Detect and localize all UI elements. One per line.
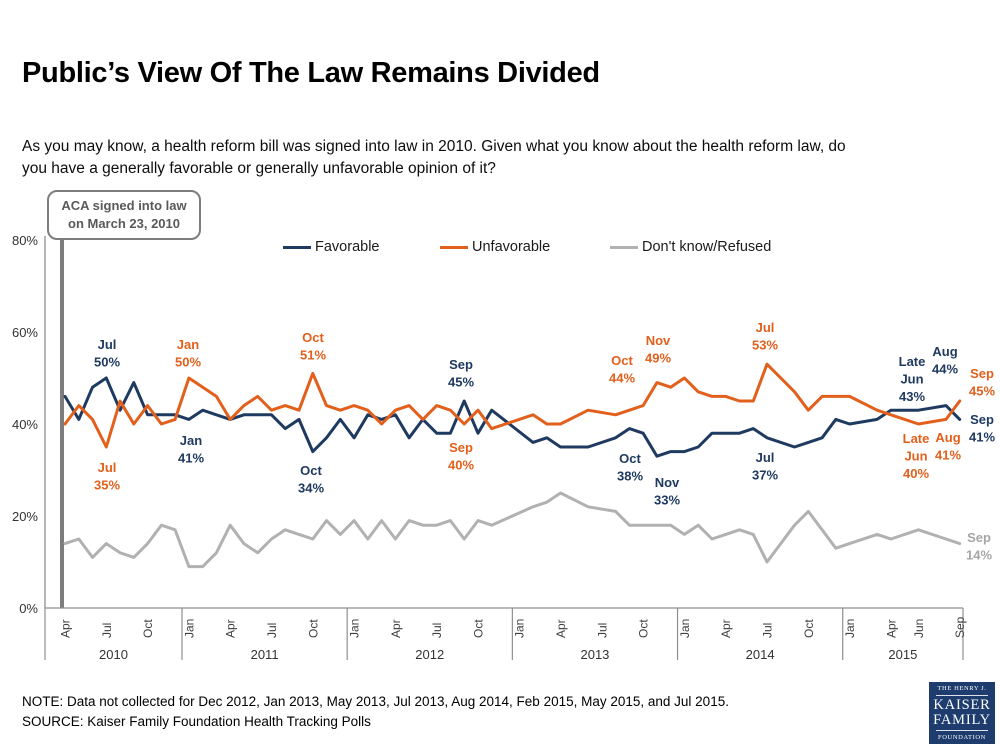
month-tick-label: Jun — [912, 619, 926, 638]
y-tick-label: 0% — [19, 601, 38, 616]
data-callout-label: Jan 50% — [175, 337, 201, 370]
data-callout-label: Sep 45% — [448, 357, 474, 390]
data-callout-label: Sep 45% — [969, 366, 995, 399]
y-tick-label: 40% — [12, 417, 38, 432]
kaiser-family-foundation-logo: THE HENRY J. KAISER FAMILY FOUNDATION — [929, 682, 995, 744]
year-label: 2012 — [415, 647, 444, 662]
logo-line-kaiser: KAISER — [933, 696, 991, 713]
favorable-line-swatch — [283, 245, 311, 249]
data-callout-label: Jan 41% — [178, 433, 204, 466]
year-label: 2013 — [580, 647, 609, 662]
month-tick-label: Sep — [953, 616, 967, 638]
data-callout-label: Sep 40% — [448, 440, 474, 473]
y-tick-label: 20% — [12, 509, 38, 524]
aca-annotation-line2: on March 23, 2010 — [68, 216, 180, 232]
year-label: 2015 — [888, 647, 917, 662]
survey-question-line1: As you may know, a health reform bill wa… — [22, 137, 846, 155]
data-callout-label: Oct 51% — [300, 330, 326, 363]
month-tick-label: Jul — [430, 623, 444, 638]
year-label: 2011 — [251, 647, 279, 662]
month-tick-label: Oct — [637, 619, 651, 638]
aca-event-marker-line — [60, 234, 64, 608]
data-callout-label: Oct 44% — [609, 353, 635, 386]
logo-divider-top — [936, 694, 988, 696]
legend-item-dontknow: Don't know/Refused — [610, 239, 771, 255]
legend-label-favorable: Favorable — [315, 239, 380, 255]
chart-legend: Favorable Unfavorable Don't know/Refused — [0, 239, 1000, 259]
survey-question: As you may know, a health reform bill wa… — [22, 136, 982, 181]
year-label: 2014 — [746, 647, 775, 662]
month-tick-label: Jan — [348, 619, 362, 638]
data-callout-label: Aug 41% — [935, 430, 961, 463]
data-callout-label: Sep 41% — [969, 412, 995, 445]
data-callout-label: Jul 37% — [752, 450, 778, 483]
legend-label-dontknow: Don't know/Refused — [642, 239, 772, 255]
y-tick-label: 80% — [12, 233, 38, 248]
data-callout-label: Jul 50% — [94, 337, 120, 370]
unfavorable-line — [63, 362, 962, 449]
logo-line-henry: THE HENRY J. — [937, 684, 987, 692]
month-tick-label: Apr — [59, 619, 73, 638]
data-callout-label: Late Jun 43% — [899, 354, 926, 404]
month-tick-label: Apr — [224, 619, 238, 638]
month-tick-label: Jan — [182, 619, 196, 638]
year-label: 2010 — [99, 647, 128, 662]
legend-item-unfavorable: Unfavorable — [440, 239, 550, 255]
trend-line-chart: 0% 20% 40% 60% 80% 2010 2011 2012 2013 2014 2015 Ap… — [12, 233, 995, 662]
data-callout-label: Jul 35% — [94, 460, 120, 493]
month-tick-label: Oct — [141, 619, 155, 638]
month-tick-label: Oct — [471, 619, 485, 638]
month-tick-label: Oct — [306, 619, 320, 638]
month-tick-label: Apr — [389, 619, 403, 638]
legend-item-favorable: Favorable — [283, 239, 379, 255]
month-tick-label: Jan — [843, 619, 857, 638]
month-tick-label: Jul — [100, 623, 114, 638]
y-tick-label: 60% — [12, 325, 38, 340]
month-tick-label: Oct — [802, 619, 816, 638]
survey-question-line2: you have a generally favorable or genera… — [22, 159, 496, 177]
aca-annotation-box: ACA signed into law on March 23, 2010 — [47, 190, 201, 241]
month-tick-label: Apr — [719, 619, 733, 638]
chart-note: NOTE: Data not collected for Dec 2012, J… — [22, 694, 729, 709]
legend-label-unfavorable: Unfavorable — [472, 239, 551, 255]
don-t-know-refused-line — [63, 491, 962, 569]
aca-annotation-line1: ACA signed into law — [61, 198, 187, 213]
month-tick-label: Jan — [678, 619, 692, 638]
data-callout-label: Nov 33% — [654, 475, 680, 508]
page-title: Public’s View Of The Law Remains Divided — [22, 57, 600, 90]
data-callout-label: Late Jun 40% — [903, 431, 930, 481]
month-tick-label: Apr — [884, 619, 898, 638]
month-tick-label: Jul — [595, 623, 609, 638]
data-callout-label: Sep 14% — [966, 530, 992, 563]
data-callout-label: Oct 34% — [298, 463, 324, 496]
month-tick-label: Jul — [265, 623, 279, 638]
month-tick-label: Jul — [761, 623, 775, 638]
unfavorable-line-swatch — [440, 245, 468, 249]
dontknow-line-swatch — [610, 245, 638, 249]
data-callout-label: Jul 53% — [752, 320, 778, 353]
month-tick-label: Apr — [554, 619, 568, 638]
logo-line-family: FAMILY — [933, 712, 991, 728]
data-callout-label: Oct 38% — [617, 451, 643, 484]
month-tick-label: Jan — [513, 619, 527, 638]
data-callout-label: Aug 44% — [932, 344, 958, 377]
data-callout-label: Nov 49% — [645, 333, 671, 366]
chart-source: SOURCE: Kaiser Family Foundation Health … — [22, 714, 371, 729]
logo-line-foundation: FOUNDATION — [938, 734, 986, 742]
logo-divider-bottom — [936, 730, 988, 732]
